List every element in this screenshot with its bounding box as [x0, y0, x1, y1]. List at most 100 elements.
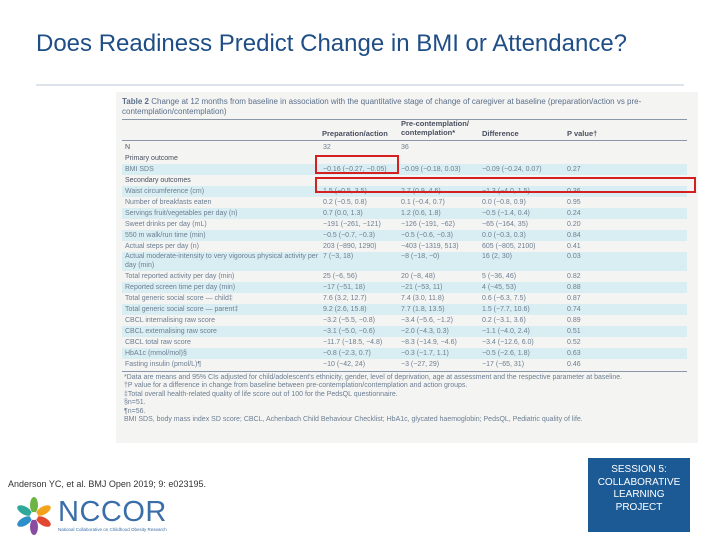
session-line-1: SESSION 5:	[611, 464, 667, 475]
difference-value: −1.1 (−4.0, 2.4)	[482, 328, 530, 335]
nccor-flower-icon	[17, 497, 51, 535]
prep-action-value: −3.1 (−5.0, −0.6)	[323, 328, 375, 335]
precontemplation-value: −8.3 (−14.9, −4.6)	[401, 339, 457, 346]
precontemplation-value: 7.7 (1.8, 13.5)	[401, 306, 445, 313]
row-label: N	[125, 144, 131, 151]
difference-value: 5 (−36, 46)	[482, 273, 517, 280]
precontemplation-value: −0.3 (−1.7, 1.1)	[401, 350, 449, 357]
difference-value: 0.6 (−6.3, 7.5)	[482, 295, 526, 302]
precontemplation-value: 7.4 (3.0, 11.8)	[401, 295, 445, 302]
section-label: Secondary outcomes	[125, 177, 191, 184]
table-row: BMI SDS −0.16 (−0.27, −0.05) −0.09 (−0.18,…	[122, 164, 687, 175]
header-precontemplation: Pre-contemplation/ contemplation*	[401, 119, 469, 137]
prep-action-value: −17 (−51, 18)	[323, 284, 366, 291]
footnote: ¶n=56.	[124, 407, 146, 415]
row-label: CBCL externalising raw score	[125, 328, 217, 335]
p-value: 0.82	[567, 273, 581, 280]
nccor-logo: NCCOR National Collaborative on Childhoo…	[14, 496, 214, 536]
table-row: CBCL externalising raw score −3.1 (−5.0, …	[122, 326, 687, 337]
table-row: Actual moderate-intensity to very vigoro…	[122, 252, 687, 271]
prep-action-value: 9.2 (2.6, 15.8)	[323, 306, 367, 313]
row-label: Total generic social score — child‡	[125, 295, 233, 302]
citation: Anderson YC, et al. BMJ Open 2019; 9: e0…	[8, 479, 206, 489]
table-row: Sweet drinks per day (mL) −191 (−261, −12…	[122, 219, 687, 230]
p-value: 0.27	[567, 166, 581, 173]
prep-action-value: 25 (−6, 56)	[323, 273, 358, 280]
table-label: Table 2	[122, 97, 149, 106]
table-image: Table 2 Change at 12 months from baselin…	[116, 92, 698, 443]
n-row: N 32 36	[122, 142, 687, 153]
p-value: 0.89	[567, 317, 581, 324]
difference-value: −0.5 (−1.4, 0.4)	[482, 210, 530, 217]
precontemplation-value: −126 (−191, −62)	[401, 221, 455, 228]
precontemplation-value: −3.4 (−5.6, −1.2)	[401, 317, 453, 324]
row-label: Actual moderate-intensity to very vigoro…	[125, 253, 318, 269]
row-label: Total generic social score — parent‡	[125, 306, 239, 313]
precontemplation-value: −0.5 (−0.6, −0.3)	[401, 232, 453, 239]
difference-value: −17 (−65, 31)	[482, 361, 525, 368]
prep-action-value: −11.7 (−18.5, −4.8)	[323, 339, 383, 346]
table-row: Reported screen time per day (min) −17 (−…	[122, 282, 687, 293]
footnote: *Data are means and 95% CIs adjusted for…	[124, 374, 623, 381]
difference-value: 605 (−805, 2100)	[482, 243, 536, 250]
table-row: CBCL total raw score −11.7 (−18.5, −4.8) −…	[122, 337, 687, 348]
table-row: Fasting insulin (pmol/L)¶ −10 (−42, 24) −3…	[122, 359, 687, 370]
p-value: 0.84	[567, 232, 581, 239]
precontemplation-value: −21 (−53, 11)	[401, 284, 443, 291]
difference-value: −0.09 (−0.24, 0.07)	[482, 166, 542, 173]
precontemplation-value: −2.0 (−4.3, 0.3)	[401, 328, 449, 335]
p-value: 0.52	[567, 339, 581, 346]
prep-action-value: −191 (−261, −121)	[323, 221, 381, 228]
difference-value: 1.5 (−7.7, 10.6)	[482, 306, 530, 313]
logo-wordmark: NCCOR	[58, 496, 167, 528]
precontemplation-value: 20 (−8, 48)	[401, 273, 436, 280]
footnote: BMI SDS, body mass index SD score; CBCL,…	[124, 416, 583, 424]
title-divider	[36, 84, 684, 86]
difference-value: 4 (−45, 53)	[482, 284, 517, 291]
p-value: 0.74	[567, 306, 581, 313]
session-line-2: COLLABORATIVE	[597, 476, 681, 488]
precontemplation-value: 1.2 (0.6, 1.8)	[401, 210, 441, 217]
p-value: 0.51	[567, 328, 581, 335]
row-label: BMI SDS	[125, 166, 154, 173]
table-row: Total generic social score — child‡ 7.6 (…	[122, 293, 687, 304]
prep-action-value: 7.6 (3.2, 12.7)	[323, 295, 367, 302]
prep-action-value: −10 (−42, 24)	[323, 361, 366, 368]
precontemplation-value: −3 (−27, 29)	[401, 361, 440, 368]
row-label: Number of breakfasts eaten	[125, 199, 212, 206]
header-difference: Difference	[482, 129, 519, 138]
table-row: Number of breakfasts eaten 0.2 (−0.5, 0.8…	[122, 197, 687, 208]
table-caption: Table 2 Change at 12 months from baselin…	[122, 97, 687, 117]
precontemplation-value: −403 (−1319, 513)	[401, 243, 459, 250]
difference-value: 16 (2, 30)	[482, 253, 512, 260]
p-value: 0.20	[567, 221, 581, 228]
difference-value: −0.5 (−2.6, 1.8)	[482, 350, 530, 357]
table-row: HbA1c (mmol/mol)§ −0.8 (−2.3, 0.7) −0.3 (−…	[122, 348, 687, 359]
table-row: Total reported activity per day (min) 25 …	[122, 271, 687, 282]
row-label: Servings fruit/vegetables per day (n)	[125, 210, 238, 217]
p-value: 0.87	[567, 295, 581, 302]
row-label: Total reported activity per day (min)	[125, 273, 235, 280]
prep-action-value: 32	[323, 144, 331, 151]
p-value: 0.63	[567, 350, 581, 357]
header-prep-action: Preparation/action	[322, 129, 388, 138]
row-label: Actual steps per day (n)	[125, 243, 199, 250]
footnote-block: *Data are means and 95% CIs adjusted for…	[124, 374, 689, 424]
prep-action-value: −0.5 (−0.7, −0.3)	[323, 232, 375, 239]
slide-title: Does Readiness Predict Change in BMI or …	[36, 30, 628, 57]
table-row: 550 m walk/run time (min) −0.5 (−0.7, −0.…	[122, 230, 687, 241]
prep-action-value: −0.16 (−0.27, −0.05)	[323, 166, 387, 173]
prep-action-value: −3.2 (−5.5, −0.8)	[323, 317, 375, 324]
table-row: Actual steps per day (n) 203 (−890, 1290)…	[122, 241, 687, 252]
difference-value: 0.2 (−3.1, 3.6)	[482, 317, 526, 324]
row-label: HbA1c (mmol/mol)§	[125, 350, 187, 357]
precontemplation-value: −8 (−18, −0)	[401, 253, 440, 260]
precontemplation-value: −0.09 (−0.18, 0.03)	[401, 166, 461, 173]
footnote: §n=51.	[124, 399, 146, 407]
table-row: Total generic social score — parent‡ 9.2 …	[122, 304, 687, 315]
prep-action-value: −0.8 (−2.3, 0.7)	[323, 350, 371, 357]
difference-value: −3.4 (−12.6, 6.0)	[482, 339, 534, 346]
p-value: 0.41	[567, 243, 581, 250]
prep-action-value: 7 (−3, 18)	[323, 253, 354, 260]
row-label: 550 m walk/run time (min)	[125, 232, 206, 239]
